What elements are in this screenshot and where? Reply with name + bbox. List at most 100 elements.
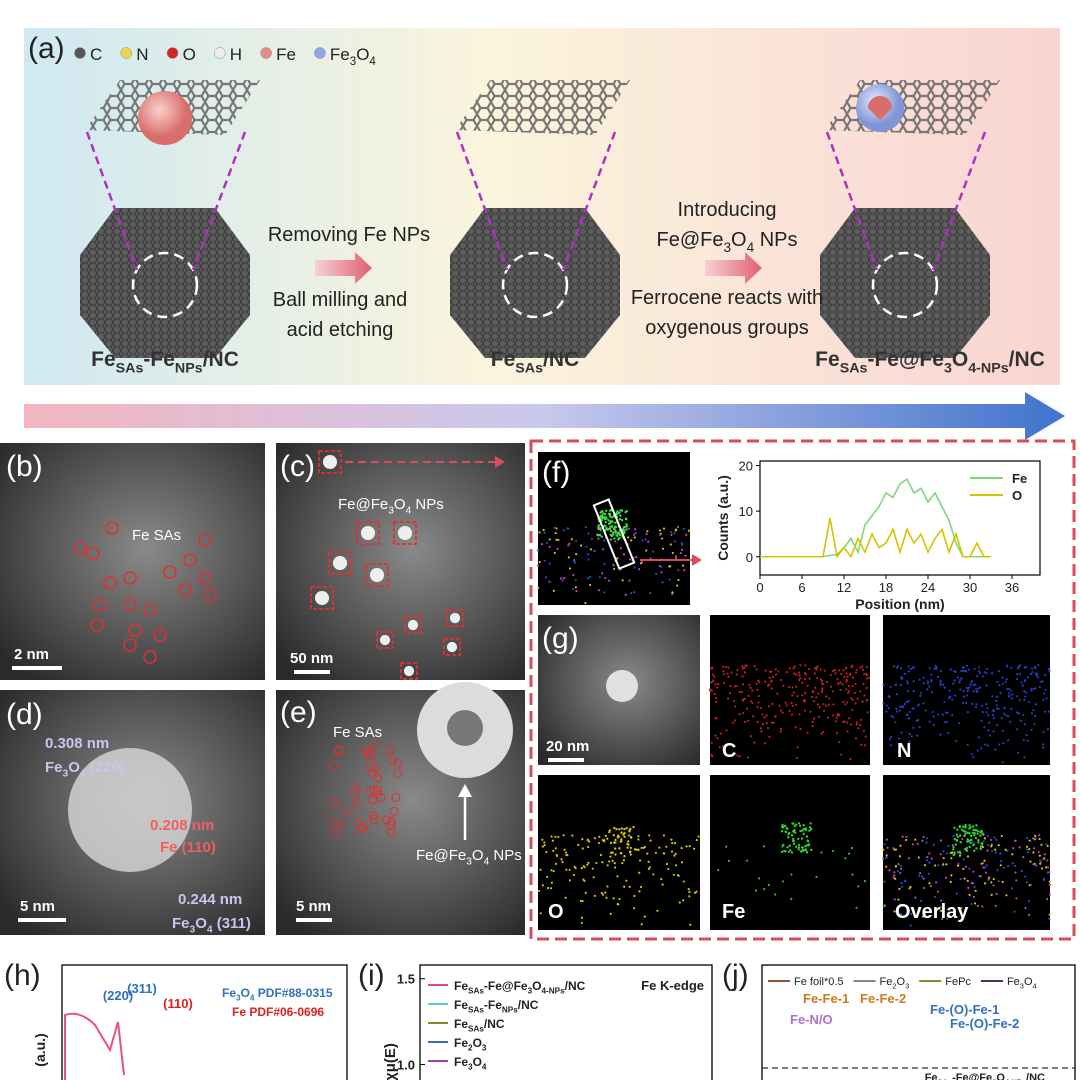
dot: [674, 529, 677, 532]
dot: [640, 923, 643, 926]
dot: [677, 568, 680, 572]
dot: [845, 678, 848, 682]
dot: [741, 675, 744, 678]
dot: [617, 531, 620, 534]
dot: [901, 835, 904, 838]
peak-label: (220): [103, 988, 133, 1003]
dot: [976, 749, 979, 752]
dot: [897, 898, 900, 901]
dot: [935, 881, 938, 884]
site-marker: [183, 553, 197, 567]
dot: [1010, 887, 1014, 890]
text-run: 4-NPs: [542, 987, 566, 996]
dot: [981, 710, 985, 714]
dot: [1020, 681, 1023, 684]
dot: [590, 537, 593, 541]
dot: [770, 680, 773, 683]
dot: [612, 897, 615, 900]
dot: [624, 510, 627, 514]
dot: [1009, 689, 1012, 692]
particle: [449, 612, 461, 624]
dot: [914, 838, 917, 841]
dot: [857, 885, 860, 888]
dot: [928, 882, 931, 885]
dot: [625, 826, 628, 830]
dot: [602, 548, 605, 551]
dot: [852, 676, 855, 679]
dot: [724, 665, 728, 669]
text-run: /NC: [1009, 348, 1045, 371]
dot: [714, 683, 717, 686]
dot: [942, 863, 945, 866]
eds-map: [883, 775, 1050, 930]
dot: [1016, 677, 1019, 681]
dot: [1037, 850, 1040, 854]
structure-label: FeSAs/NC: [491, 348, 579, 376]
dot: [614, 530, 617, 533]
dot: [942, 857, 945, 860]
dot: [554, 835, 557, 838]
dot: [676, 873, 679, 877]
dot: [975, 703, 978, 706]
dot: [946, 917, 949, 920]
label: 20 nm: [546, 738, 589, 755]
peak-label: (311): [127, 981, 157, 996]
dot: [777, 670, 780, 673]
dot: [780, 678, 783, 682]
dot: [670, 838, 673, 841]
x-tick-label: 12: [837, 580, 851, 595]
dot: [557, 538, 560, 542]
dot: [647, 867, 650, 871]
dot: [963, 669, 967, 673]
dot: [907, 857, 910, 860]
dot: [842, 700, 845, 703]
dot: [971, 831, 975, 834]
dot: [574, 586, 577, 589]
dot: [1040, 843, 1043, 846]
particle: [379, 634, 391, 646]
dot: [1048, 917, 1051, 920]
dot: [684, 554, 687, 557]
dot: [611, 531, 615, 534]
dot: [734, 705, 737, 708]
dot: [1033, 838, 1036, 841]
dot: [962, 666, 965, 669]
dot: [819, 668, 822, 671]
dot: [952, 682, 955, 685]
dot: [633, 533, 636, 536]
dot: [635, 555, 638, 559]
dot: [627, 840, 630, 843]
dot: [790, 897, 793, 901]
dot: [623, 885, 626, 888]
dot: [543, 844, 546, 847]
dot: [947, 844, 950, 847]
particle: [360, 525, 376, 541]
dot: [986, 744, 990, 747]
text-run: O: [473, 1055, 482, 1069]
dot: [771, 675, 774, 678]
dot: [896, 666, 899, 669]
dot: [593, 894, 596, 897]
dot: [899, 683, 902, 687]
dot: [1048, 710, 1051, 713]
dot: [925, 837, 929, 840]
text-run: O: [472, 847, 484, 864]
dot: [1037, 676, 1040, 679]
dot: [1018, 712, 1021, 715]
dot: [562, 834, 565, 837]
dot: [949, 668, 952, 671]
dot: [806, 731, 809, 734]
dot: [658, 846, 661, 849]
legend-label: H: [230, 45, 242, 64]
dot: [782, 843, 785, 847]
text-run: Fe: [330, 45, 350, 64]
dot: [882, 683, 885, 686]
dot: [961, 825, 965, 828]
dot: [861, 700, 864, 703]
dot: [688, 845, 691, 848]
dot: [805, 835, 809, 838]
dot: [781, 880, 785, 883]
label: 2 nm: [14, 646, 49, 663]
label: 0.244 nm: [178, 891, 242, 908]
dot: [815, 668, 818, 671]
